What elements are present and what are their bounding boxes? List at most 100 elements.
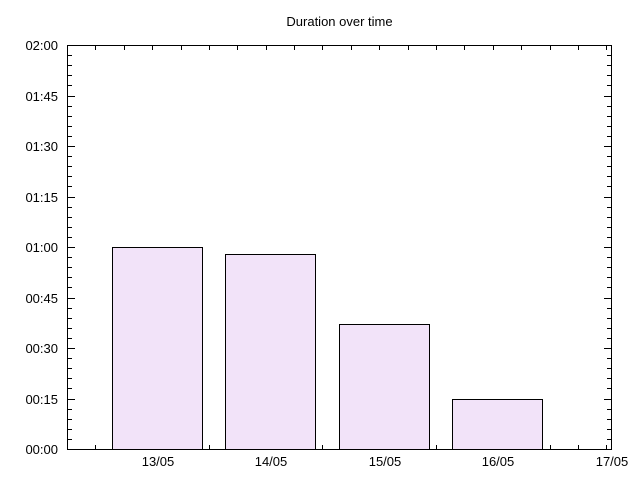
y-major-tick bbox=[604, 348, 611, 349]
y-minor-tick bbox=[68, 429, 72, 430]
y-minor-tick bbox=[68, 257, 72, 258]
y-minor-tick bbox=[607, 217, 611, 218]
y-minor-tick bbox=[68, 277, 72, 278]
y-major-tick bbox=[68, 298, 75, 299]
y-minor-tick bbox=[68, 318, 72, 319]
x-minor-tick bbox=[521, 46, 522, 50]
chart-title: Duration over time bbox=[286, 14, 393, 29]
x-minor-tick bbox=[95, 46, 96, 50]
y-minor-tick bbox=[68, 116, 72, 117]
x-minor-tick bbox=[578, 445, 579, 449]
y-minor-tick bbox=[607, 277, 611, 278]
y-minor-tick bbox=[68, 55, 72, 56]
y-tick-label: 01:45 bbox=[25, 89, 58, 104]
bar-15-05 bbox=[339, 324, 430, 450]
x-tick-label: 15/05 bbox=[368, 454, 402, 469]
x-minor-tick bbox=[209, 445, 210, 449]
y-major-tick bbox=[604, 146, 611, 147]
x-minor-tick bbox=[266, 46, 267, 50]
y-minor-tick bbox=[607, 429, 611, 430]
x-minor-tick bbox=[550, 46, 551, 50]
y-major-tick bbox=[604, 96, 611, 97]
y-minor-tick bbox=[607, 419, 611, 420]
x-minor-tick bbox=[606, 445, 607, 449]
y-minor-tick bbox=[607, 267, 611, 268]
y-tick-label: 00:15 bbox=[25, 392, 58, 407]
y-major-tick bbox=[68, 247, 75, 248]
y-major-tick bbox=[68, 146, 75, 147]
y-minor-tick bbox=[68, 126, 72, 127]
x-minor-tick bbox=[464, 46, 465, 50]
y-minor-tick bbox=[607, 55, 611, 56]
x-tick-label: 14/05 bbox=[254, 454, 288, 469]
bar-16-05 bbox=[452, 399, 543, 450]
y-minor-tick bbox=[607, 85, 611, 86]
x-minor-tick bbox=[322, 46, 323, 50]
y-minor-tick bbox=[607, 308, 611, 309]
x-minor-tick bbox=[322, 445, 323, 449]
y-minor-tick bbox=[68, 106, 72, 107]
y-minor-tick bbox=[68, 378, 72, 379]
y-minor-tick bbox=[607, 439, 611, 440]
y-minor-tick bbox=[607, 257, 611, 258]
x-minor-tick bbox=[237, 46, 238, 50]
y-minor-tick bbox=[607, 136, 611, 137]
y-major-tick bbox=[604, 298, 611, 299]
y-minor-tick bbox=[607, 116, 611, 117]
y-minor-tick bbox=[607, 237, 611, 238]
x-tick-label: 13/05 bbox=[141, 454, 175, 469]
x-minor-tick bbox=[124, 46, 125, 50]
y-minor-tick bbox=[68, 287, 72, 288]
x-minor-tick bbox=[436, 46, 437, 50]
y-minor-tick bbox=[68, 358, 72, 359]
y-minor-tick bbox=[68, 338, 72, 339]
y-minor-tick bbox=[68, 65, 72, 66]
y-tick-label: 01:15 bbox=[25, 190, 58, 205]
y-tick-label: 00:45 bbox=[25, 291, 58, 306]
x-tick-label: 17/05 bbox=[595, 454, 629, 469]
y-major-tick bbox=[68, 399, 75, 400]
x-minor-tick bbox=[351, 46, 352, 50]
bar-14-05 bbox=[225, 254, 316, 450]
y-minor-tick bbox=[607, 409, 611, 410]
y-minor-tick bbox=[68, 156, 72, 157]
x-minor-tick bbox=[550, 445, 551, 449]
y-minor-tick bbox=[607, 378, 611, 379]
y-minor-tick bbox=[607, 227, 611, 228]
y-minor-tick bbox=[607, 126, 611, 127]
y-minor-tick bbox=[68, 207, 72, 208]
y-tick-label: 02:00 bbox=[25, 38, 58, 53]
x-tick-label: 16/05 bbox=[481, 454, 515, 469]
y-major-tick bbox=[68, 197, 75, 198]
bar-13-05 bbox=[112, 247, 203, 450]
y-minor-tick bbox=[607, 318, 611, 319]
y-minor-tick bbox=[68, 227, 72, 228]
y-tick-label: 01:30 bbox=[25, 139, 58, 154]
y-major-tick bbox=[604, 197, 611, 198]
y-minor-tick bbox=[607, 176, 611, 177]
y-tick-label: 01:00 bbox=[25, 240, 58, 255]
y-minor-tick bbox=[68, 308, 72, 309]
y-minor-tick bbox=[68, 75, 72, 76]
x-minor-tick bbox=[152, 46, 153, 50]
y-minor-tick bbox=[68, 328, 72, 329]
y-minor-tick bbox=[68, 388, 72, 389]
y-tick-label: 00:00 bbox=[25, 442, 58, 457]
x-minor-tick bbox=[95, 445, 96, 449]
y-minor-tick bbox=[607, 106, 611, 107]
x-minor-tick bbox=[578, 46, 579, 50]
y-major-tick bbox=[604, 399, 611, 400]
x-minor-tick bbox=[181, 46, 182, 50]
y-minor-tick bbox=[607, 65, 611, 66]
y-tick-label: 00:30 bbox=[25, 341, 58, 356]
y-minor-tick bbox=[607, 287, 611, 288]
x-minor-tick bbox=[493, 46, 494, 50]
x-minor-tick bbox=[379, 46, 380, 50]
y-minor-tick bbox=[68, 409, 72, 410]
y-minor-tick bbox=[68, 85, 72, 86]
x-minor-tick bbox=[294, 46, 295, 50]
y-minor-tick bbox=[68, 368, 72, 369]
y-minor-tick bbox=[607, 166, 611, 167]
y-minor-tick bbox=[607, 338, 611, 339]
